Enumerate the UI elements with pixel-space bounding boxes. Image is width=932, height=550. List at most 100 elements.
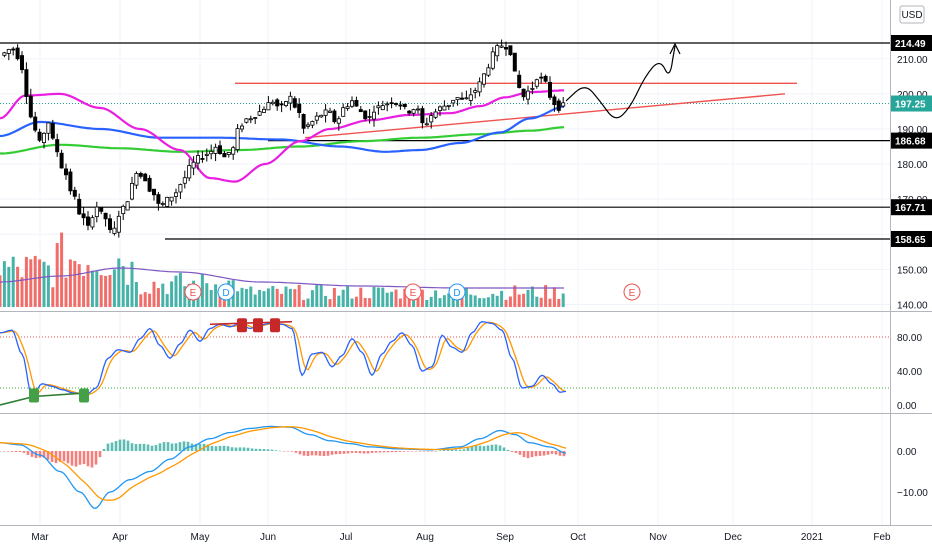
stochastic-tick-label: 0.00 [897,401,917,412]
volume-bar [104,275,108,307]
volume-bar [359,287,363,307]
macd-histogram-bar [58,451,62,462]
macd-histogram-bar [274,450,278,451]
candle [81,213,86,219]
candle [424,123,429,126]
stochastic-d-line [0,321,567,396]
macd-histogram-bar [222,445,226,451]
volume-bar [332,287,336,307]
candle [508,45,513,56]
volume-bar [513,285,517,307]
macd-histogram-bar [186,441,190,451]
volume-bar [156,288,160,307]
candle [231,147,236,155]
macd-histogram-bar [314,451,318,456]
candle [134,173,139,186]
macd-histogram-bar [82,451,86,465]
macd-histogram-bar [226,446,230,451]
volume-bar [398,298,402,307]
time-tick-label: Jun [260,532,276,543]
volume-bar [420,289,424,307]
volume-moving-average [0,267,564,289]
macd-histogram-bar [346,451,350,454]
volume-bar [143,292,147,307]
candle [116,215,121,233]
candle [556,100,561,111]
candle [363,110,368,119]
macd-histogram-bar [42,451,46,458]
time-tick-label: Nov [649,532,667,543]
candle [459,97,464,100]
candle [327,110,332,113]
macd-histogram-bar [554,451,558,455]
volume-bar [491,293,495,307]
volume-bar [412,297,416,307]
macd-histogram-bar [462,449,466,451]
candle [266,102,271,111]
candle [543,75,548,82]
price-axis[interactable]: 210.00200.00190.00180.00170.00160.00150.… [891,35,932,499]
macd-histogram-bar [214,446,218,451]
volume-bar [350,298,354,307]
signal-line [0,426,567,501]
volume-bar [183,286,187,307]
macd-histogram-bar [70,451,74,466]
volume-bar [236,291,240,307]
macd-histogram-bar [126,440,130,451]
macd-histogram-bar [518,451,522,455]
stochastic-signal-markers [0,318,293,406]
candle [99,207,104,212]
macd-histogram-bar [502,447,506,451]
volume-bar [372,286,376,307]
candle [151,188,156,196]
earnings-marker [404,283,422,301]
volume-bar [68,259,72,307]
macd-histogram-bar [130,443,134,451]
macd-histogram-bar [282,451,286,452]
dividend-marker [448,283,466,301]
currency-badge[interactable]: USD [899,5,925,24]
candle [239,125,244,130]
volume-bar [438,298,442,307]
volume-bar [11,256,15,307]
candle [86,216,91,226]
level-tag [891,231,932,247]
volume-bar [262,291,266,307]
macd-histogram-bar [458,449,462,451]
candle [204,153,209,156]
volume-bar [346,285,350,307]
volume-bar [495,295,499,307]
candle [323,109,328,116]
macd-histogram-bar [254,448,258,451]
volume-bar [526,289,530,307]
candle [314,115,319,121]
macd-histogram-bar [0,451,2,452]
volume-bar [552,287,556,307]
volume-bar [73,260,77,307]
macd-histogram-bar [182,441,186,451]
candle [490,51,495,69]
candle [521,88,526,98]
macd-histogram-bar [466,447,470,451]
candle [55,139,60,153]
price-tick-label: 200.00 [897,90,928,101]
candle [147,177,152,192]
volume-bar [473,295,477,307]
candle [473,90,478,93]
macd-histogram-bar [366,451,370,454]
volume-bar [557,298,561,307]
macd-histogram-bar [558,451,562,456]
time-axis[interactable]: Mar Apr May Jun Jul Aug Sep Oct Nov Dec 2021 Feb [31,532,891,543]
volume-bar [460,292,464,307]
macd-histogram-bar [406,451,410,452]
volume-bar [302,299,306,307]
candle [160,203,165,205]
time-tick-label: Dec [724,532,742,543]
macd-histogram-bar [430,451,434,452]
candle [517,74,522,88]
candle [464,97,469,100]
macd-histogram-bar [542,451,546,456]
candle [125,201,130,211]
volume-bar [394,289,398,307]
